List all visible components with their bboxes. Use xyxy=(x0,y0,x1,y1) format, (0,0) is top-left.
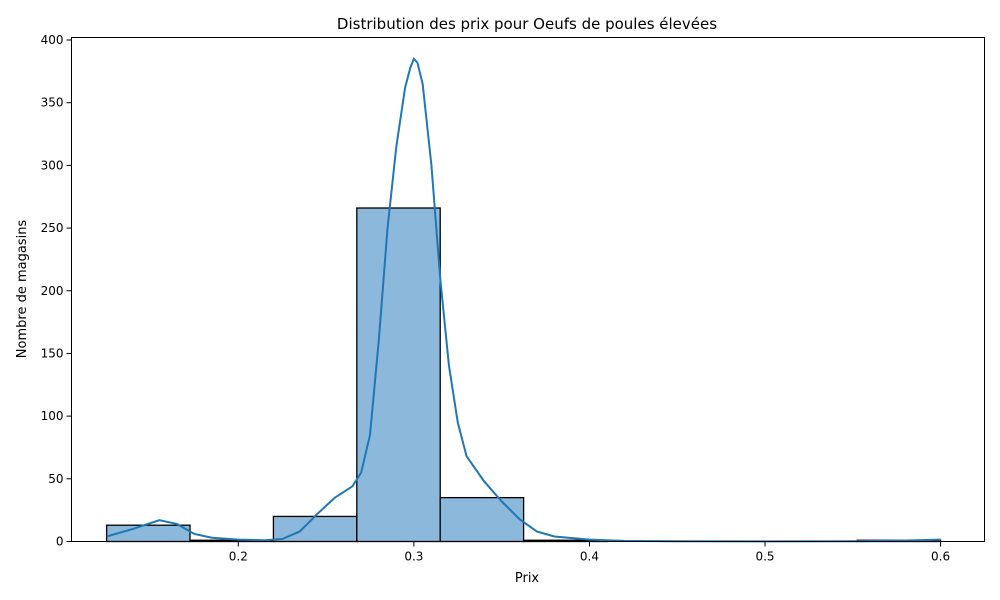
y-axis-ticks: 0 50 100 150 200 250 300 350 400 xyxy=(41,33,72,549)
y-tick-label: 0 xyxy=(56,535,64,549)
y-tick-label: 350 xyxy=(41,96,64,110)
y-axis-label: Nombre de magasins xyxy=(15,220,30,359)
histogram-bars xyxy=(105,207,942,543)
y-tick-label: 400 xyxy=(41,33,64,47)
x-tick-label: 0.4 xyxy=(580,550,599,564)
chart-title: Distribution des prix pour Oeufs de poul… xyxy=(337,15,717,33)
x-tick-label: 0.3 xyxy=(404,550,423,564)
x-axis-ticks: 0.2 0.3 0.4 0.5 0.6 xyxy=(229,541,950,564)
y-tick-label: 300 xyxy=(41,158,64,172)
plot-frame xyxy=(71,37,985,542)
histogram-bar xyxy=(439,496,525,543)
y-tick-label: 150 xyxy=(41,346,64,360)
y-tick-label: 250 xyxy=(41,221,64,235)
y-tick-label: 50 xyxy=(48,472,63,486)
y-tick-label: 100 xyxy=(41,409,64,423)
x-tick-label: 0.6 xyxy=(931,550,950,564)
x-tick-label: 0.2 xyxy=(229,550,248,564)
kde-curve xyxy=(106,56,941,543)
x-axis-label: Prix xyxy=(515,571,540,586)
x-tick-label: 0.5 xyxy=(755,550,774,564)
histogram-bar xyxy=(356,207,441,543)
y-tick-label: 200 xyxy=(41,284,64,298)
